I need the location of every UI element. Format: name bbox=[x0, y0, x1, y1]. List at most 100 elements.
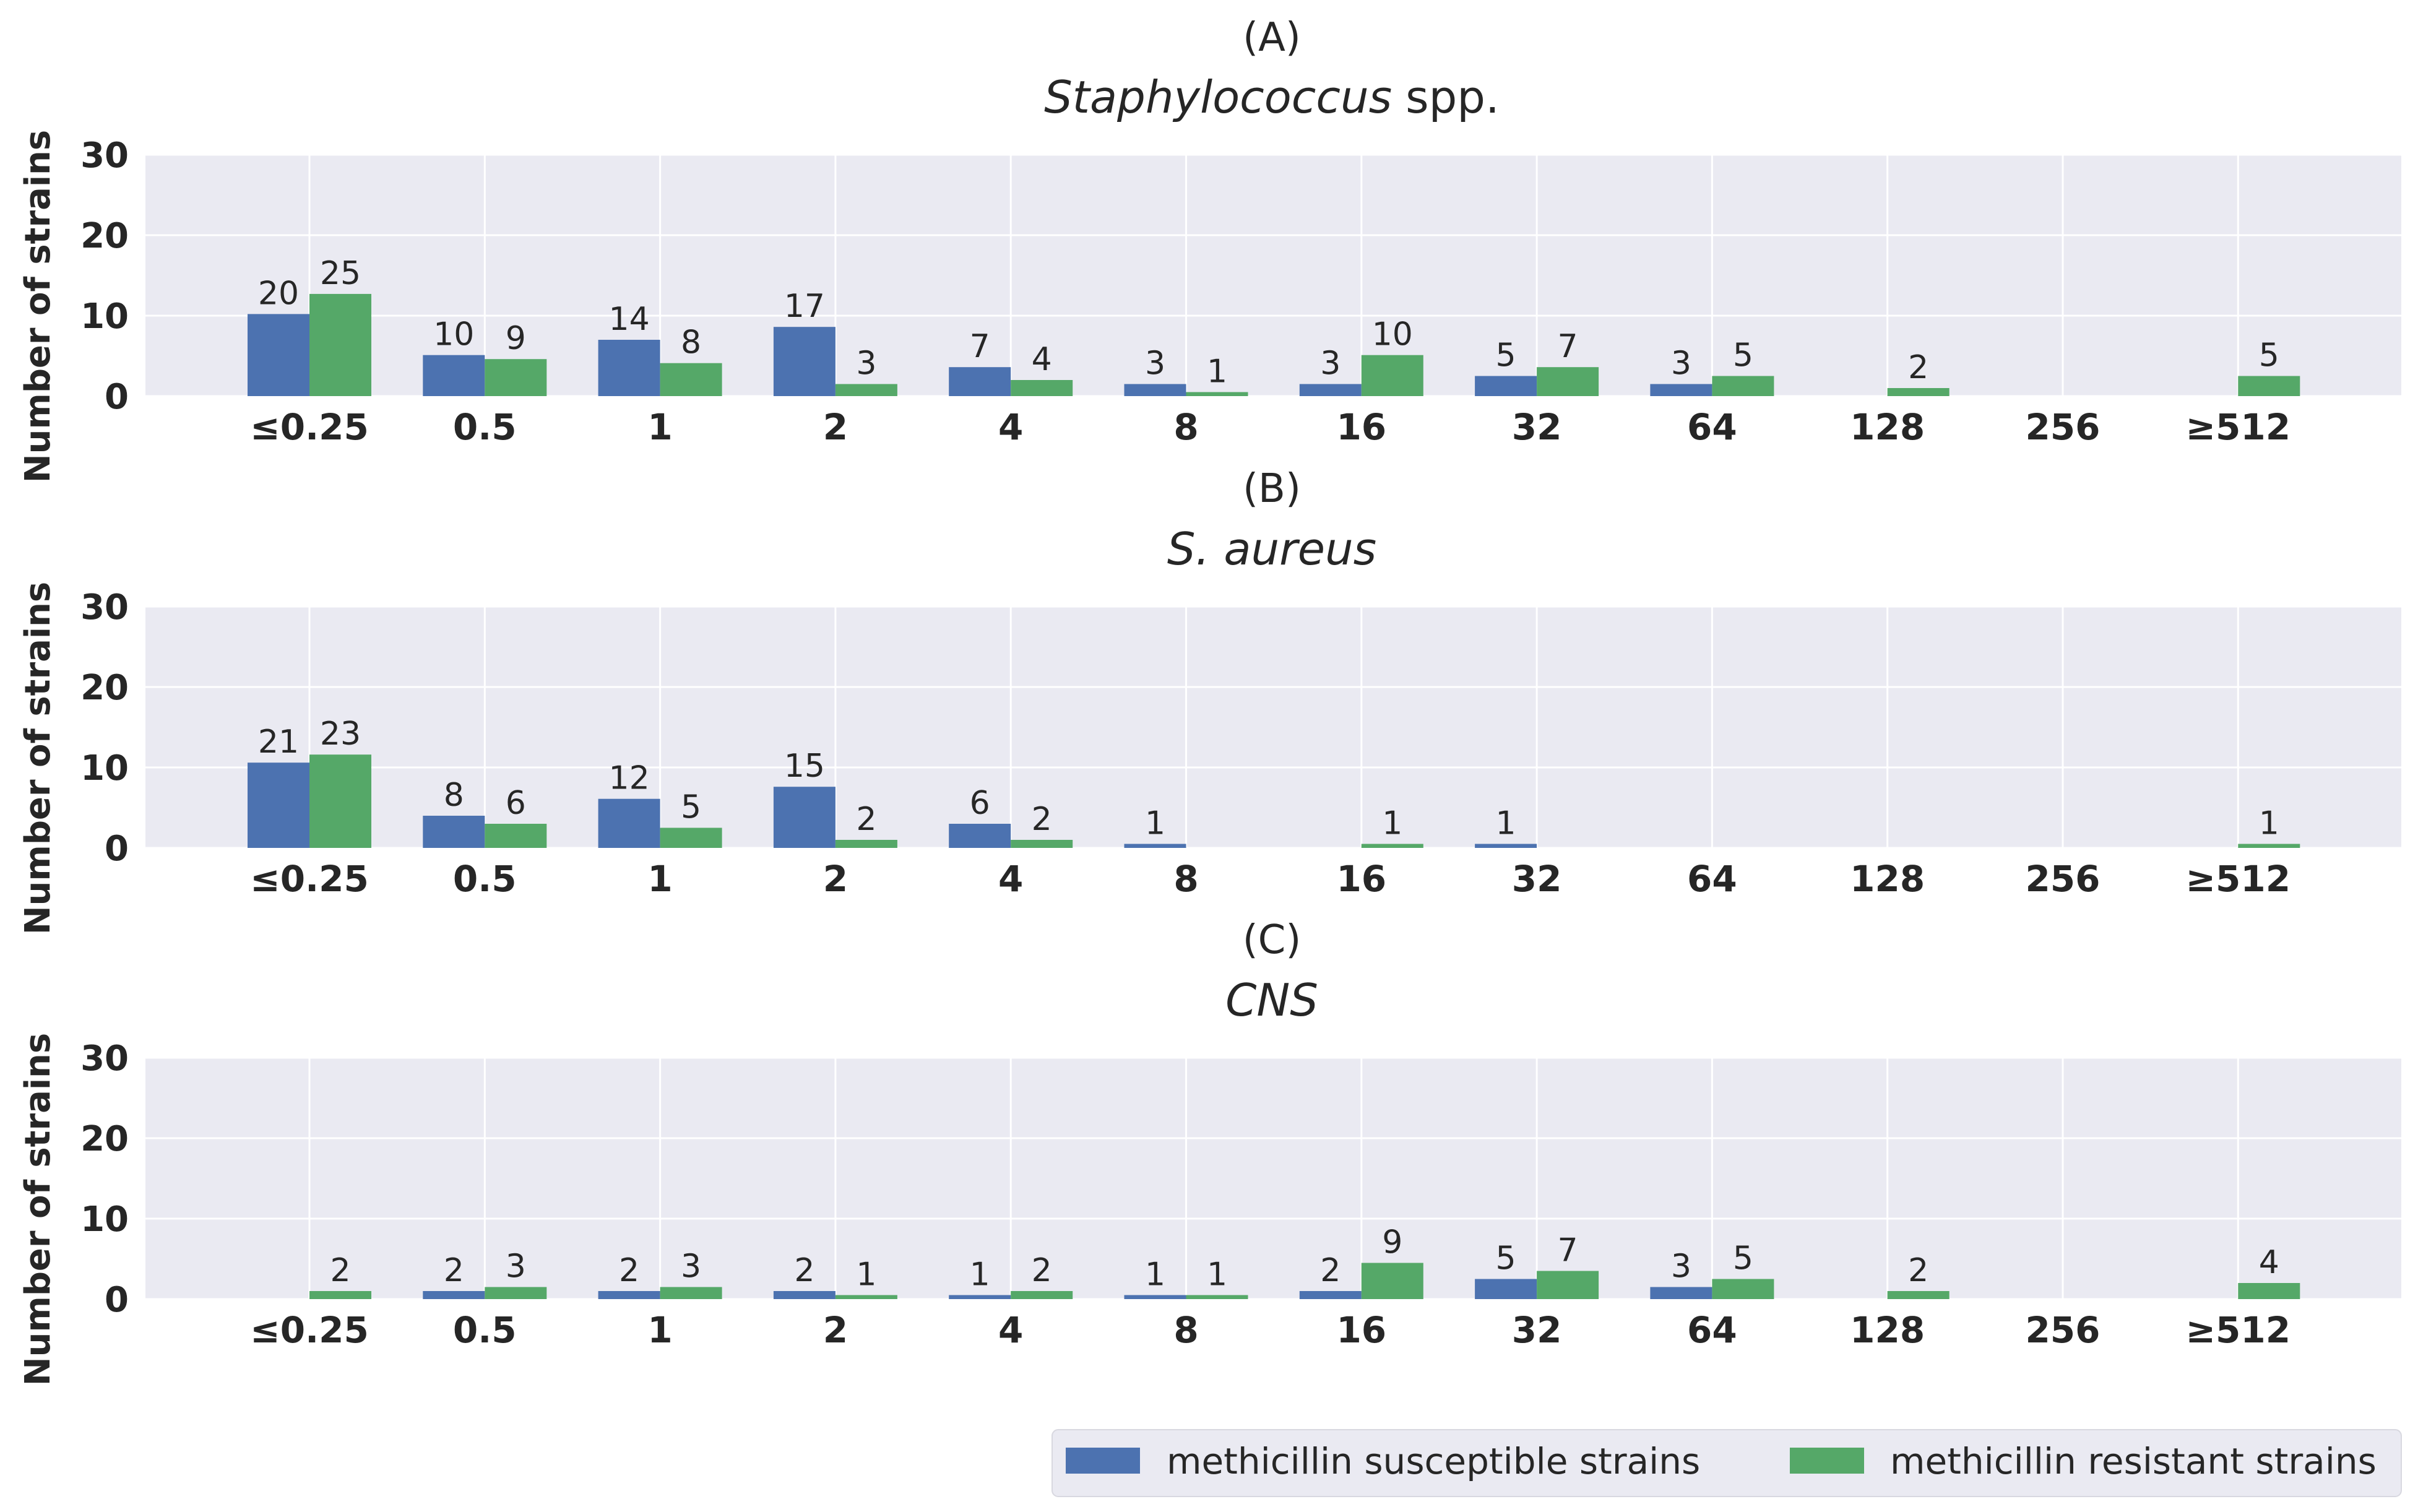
panel-c-xtick-label: 16 bbox=[1336, 1309, 1386, 1351]
panel-a-ytick-label: 30 bbox=[80, 136, 129, 176]
panel-b-bar-resistant bbox=[1361, 844, 1423, 848]
panel-a-data-label-resistant: 4 bbox=[1032, 341, 1052, 378]
panel-c-xtick-label: 8 bbox=[1173, 1309, 1198, 1351]
panel-a-bar-resistant bbox=[485, 359, 547, 396]
panel-b-data-label-susceptible: 6 bbox=[970, 785, 990, 822]
panel-c-bar-susceptible bbox=[1124, 1295, 1186, 1299]
panel-a-data-label-susceptible: 3 bbox=[1145, 345, 1165, 382]
panel-a-bar-resistant bbox=[660, 363, 722, 396]
panel-c-data-label-resistant: 4 bbox=[2259, 1244, 2279, 1281]
panel-a-bar-resistant bbox=[1186, 392, 1248, 396]
panel-a-xtick-label: ≥512 bbox=[2185, 406, 2291, 448]
panel-a-xtick-label: 16 bbox=[1336, 406, 1386, 448]
panel-c-bar-resistant bbox=[1887, 1291, 1950, 1299]
panel-c-bar-susceptible bbox=[1650, 1287, 1712, 1299]
panel-b-bar-resistant bbox=[485, 824, 547, 848]
legend-label-susceptible: methicillin susceptible strains bbox=[1167, 1440, 1700, 1482]
panel-b-data-label-susceptible: 15 bbox=[784, 748, 825, 785]
panel-a-bar-resistant bbox=[309, 293, 371, 396]
panel-c-bar-susceptible bbox=[598, 1291, 660, 1299]
panel-a-bar-susceptible bbox=[773, 327, 836, 396]
panel-a-bar-resistant bbox=[1011, 380, 1073, 396]
panel-a-ytick-label: 0 bbox=[105, 377, 129, 417]
panel-c-bar-resistant bbox=[660, 1287, 722, 1299]
panel-a-bar-susceptible bbox=[248, 314, 309, 396]
panel-a-data-label-resistant: 1 bbox=[1207, 353, 1227, 391]
panel-b-xtick-label: 0.5 bbox=[453, 858, 517, 900]
panel-c-bar-resistant bbox=[835, 1295, 897, 1299]
panel-b-bar-susceptible bbox=[949, 824, 1011, 848]
panel-b-data-label-resistant: 1 bbox=[2259, 805, 2279, 842]
panel-a-bar-resistant bbox=[1712, 376, 1774, 396]
panel-a-xtick-label: 32 bbox=[1512, 406, 1562, 448]
panel-c-bar-susceptible bbox=[949, 1295, 1011, 1299]
panel-a-xtick-label: 64 bbox=[1687, 406, 1737, 448]
panel-a-title-italic: Staphylococcus bbox=[1044, 71, 1392, 123]
panel-b-data-label-susceptible: 8 bbox=[444, 777, 464, 814]
panel-a-bar-susceptible bbox=[1650, 384, 1712, 396]
panel-c-data-label-susceptible: 1 bbox=[970, 1256, 990, 1294]
panel-a-data-label-resistant: 7 bbox=[1558, 328, 1578, 365]
panel-c-data-label-resistant: 3 bbox=[681, 1248, 701, 1285]
panel-b-bar-susceptible bbox=[1124, 844, 1186, 848]
panel-c-xtick-label: 64 bbox=[1687, 1309, 1737, 1351]
panel-a-data-label-resistant: 2 bbox=[1908, 349, 1928, 386]
panel-c-title: CNS bbox=[1225, 974, 1318, 1026]
panel-a-data-label-resistant: 25 bbox=[320, 255, 361, 292]
panel-b-bar-susceptible bbox=[248, 762, 309, 848]
panel-a-bar-susceptible bbox=[1475, 376, 1537, 396]
panel-a-xtick-label: 0.5 bbox=[453, 406, 517, 448]
panel-a-bar-resistant bbox=[1537, 367, 1599, 396]
panel-b-data-label-susceptible: 12 bbox=[609, 760, 650, 797]
panel-c-bar-resistant bbox=[1011, 1291, 1073, 1299]
panel-a-xtick-label: 1 bbox=[647, 406, 672, 448]
legend-swatch-resistant bbox=[1790, 1448, 1864, 1474]
panel-b-data-label-susceptible: 1 bbox=[1145, 805, 1165, 842]
legend-swatch-susceptible bbox=[1066, 1448, 1140, 1474]
panel-a-bar-susceptible bbox=[1124, 384, 1186, 396]
panel-c-xtick-label: 0.5 bbox=[453, 1309, 517, 1351]
panel-b-bar-resistant bbox=[2238, 844, 2300, 848]
panel-b-xtick-label: ≥512 bbox=[2185, 858, 2291, 900]
panel-a-data-label-resistant: 3 bbox=[856, 345, 876, 382]
panel-a-bar-resistant bbox=[835, 384, 897, 396]
legend-label-resistant: methicillin resistant strains bbox=[1890, 1440, 2377, 1482]
panel-a-data-label-susceptible: 7 bbox=[970, 328, 990, 365]
panel-c-bar-resistant bbox=[2238, 1283, 2300, 1299]
panel-a-ylabel: Number of strains bbox=[18, 130, 58, 483]
panel-a-bar-resistant bbox=[1361, 355, 1423, 396]
panel-b-ytick-label: 30 bbox=[80, 587, 129, 628]
panel-c-bar-resistant bbox=[485, 1287, 547, 1299]
panel-b-bar-susceptible bbox=[773, 787, 836, 848]
panel-b-xtick-label: 64 bbox=[1687, 858, 1737, 900]
panel-b-xtick-label: 8 bbox=[1173, 858, 1198, 900]
panel-c-bar-susceptible bbox=[423, 1291, 485, 1299]
panel-a-xtick-label: ≤0.25 bbox=[250, 406, 369, 448]
panel-a-plot-area bbox=[145, 155, 2401, 396]
panel-b-bar-susceptible bbox=[1475, 844, 1537, 848]
panel-b-data-label-susceptible: 1 bbox=[1496, 805, 1516, 842]
panel-b-xtick-label: 16 bbox=[1336, 858, 1386, 900]
panel-b-bar-resistant bbox=[1011, 840, 1073, 848]
panel-c-data-label-resistant: 7 bbox=[1558, 1232, 1578, 1269]
panel-b-label: (B) bbox=[1243, 466, 1301, 512]
panel-b-ylabel: Number of strains bbox=[18, 582, 58, 935]
legend: methicillin susceptible strains methicil… bbox=[1051, 1429, 2402, 1497]
panel-a-xtick-label: 256 bbox=[2025, 406, 2100, 448]
panel-a-bar-susceptible bbox=[598, 340, 660, 396]
panel-c-data-label-resistant: 9 bbox=[1382, 1224, 1402, 1261]
panel-a-bar-susceptible bbox=[423, 355, 485, 396]
panel-b-data-label-resistant: 6 bbox=[506, 785, 526, 822]
panel-b-xtick-label: 256 bbox=[2025, 858, 2100, 900]
panel-a-data-label-resistant: 5 bbox=[2259, 337, 2279, 374]
panel-b-bar-susceptible bbox=[423, 816, 485, 848]
panel-a-data-label-susceptible: 20 bbox=[258, 275, 299, 312]
panel-c-bar-resistant bbox=[1712, 1279, 1774, 1299]
legend-box bbox=[1051, 1429, 2402, 1497]
panel-c-ylabel: Number of strains bbox=[18, 1033, 58, 1386]
panel-b-xtick-label: 32 bbox=[1512, 858, 1562, 900]
